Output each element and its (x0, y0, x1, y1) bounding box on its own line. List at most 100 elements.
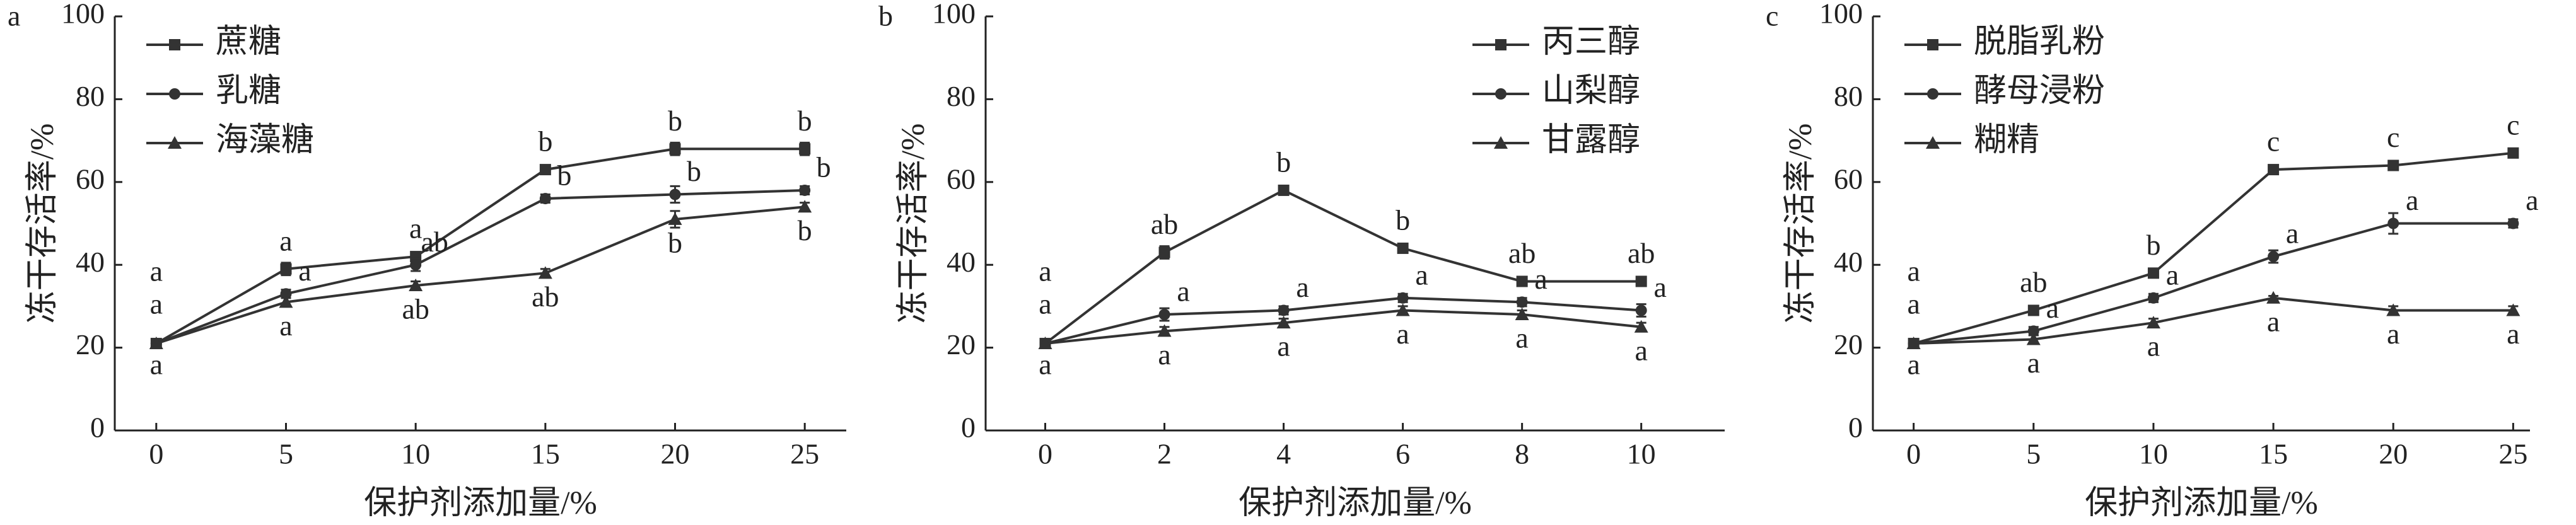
marker (2387, 217, 2399, 229)
significance-letter: ab (1628, 237, 1655, 269)
series-line (1913, 151, 2514, 345)
marker (669, 188, 681, 200)
significance-letter: a (2166, 258, 2179, 291)
significance-letter: a (1039, 255, 1051, 287)
significance-letter: ab (1508, 237, 1536, 269)
y-tick-label: 100 (1819, 0, 1863, 30)
x-tick-label: 0 (1906, 438, 1921, 470)
legend-marker (1926, 136, 1940, 149)
significance-letter: b (557, 159, 571, 192)
marker (1278, 304, 1290, 316)
marker (668, 212, 682, 225)
series-line (155, 147, 805, 345)
y-tick-label: 100 (61, 0, 105, 30)
significance-letter: a (2526, 184, 2538, 216)
panel-label: c (1766, 0, 1778, 32)
y-tick-label: 0 (1848, 412, 1863, 444)
x-tick-label: 20 (2379, 438, 2408, 470)
significance-letter: a (2027, 347, 2040, 379)
marker (2507, 147, 2519, 159)
series-line (1045, 296, 1641, 345)
significance-letter: a (279, 224, 292, 257)
legend-label: 脱脂乳粉 (1974, 24, 2105, 60)
panel-label: b (878, 0, 893, 32)
x-tick-label: 5 (2026, 438, 2041, 470)
marker (799, 184, 811, 196)
series-line (1045, 309, 1641, 345)
y-tick-label: 0 (961, 412, 976, 444)
significance-letter: a (2406, 184, 2418, 216)
marker (2146, 316, 2160, 329)
legend-label: 酵母浸粉 (1974, 73, 2105, 109)
marker (279, 295, 293, 308)
significance-letter: a (1534, 263, 1547, 295)
marker (2027, 325, 2039, 337)
x-tick-label: 15 (531, 438, 560, 470)
marker (2387, 159, 2399, 171)
y-tick-label: 40 (1834, 246, 1863, 278)
significance-letter: a (1158, 338, 1170, 371)
marker (538, 266, 552, 279)
series-line (156, 205, 805, 345)
significance-letter: a (150, 288, 163, 320)
significance-letter: a (1907, 349, 1920, 381)
significance-letter: a (1907, 255, 1920, 287)
significance-letter: ab (1151, 208, 1178, 240)
marker (1157, 324, 1172, 337)
marker (2027, 304, 2039, 316)
x-tick-label: 10 (1627, 438, 1656, 470)
legend-marker (1495, 88, 1507, 100)
significance-letter: a (2046, 292, 2059, 324)
legend-marker (1494, 136, 1508, 149)
significance-letter: a (1907, 288, 1920, 320)
x-axis-label: 保护剂添加量/% (364, 485, 597, 521)
legend-marker (1927, 88, 1938, 100)
series-line (156, 188, 805, 345)
legend-label: 甘露醇 (1542, 122, 1640, 158)
significance-letter: b (668, 105, 682, 137)
legend-label: 蔗糖 (216, 24, 281, 60)
marker (410, 259, 422, 271)
significance-letter: a (279, 309, 292, 342)
marker (1516, 275, 1528, 287)
legend-marker (168, 136, 182, 149)
series-line (1913, 296, 2514, 345)
y-tick-label: 60 (76, 163, 105, 195)
significance-letter: a (1415, 258, 1428, 291)
x-axis-label: 保护剂添加量/% (2085, 485, 2318, 521)
marker (1635, 275, 1647, 287)
x-tick-label: 0 (149, 438, 163, 470)
marker (2386, 303, 2401, 316)
marker (2506, 303, 2521, 316)
marker (799, 143, 811, 155)
significance-letter: a (409, 212, 422, 245)
y-tick-label: 60 (1834, 163, 1863, 195)
significance-letter: a (298, 255, 311, 287)
marker (669, 143, 681, 155)
x-tick-label: 10 (401, 438, 430, 470)
legend-label: 乳糖 (216, 73, 281, 109)
legend-label: 海藻糖 (216, 122, 314, 158)
y-tick-label: 80 (947, 80, 976, 112)
significance-letter: b (1396, 204, 1410, 236)
marker (2147, 292, 2159, 304)
marker (2268, 251, 2280, 263)
significance-letter: a (1635, 334, 1647, 366)
marker (149, 337, 163, 350)
marker (1278, 184, 1290, 196)
y-axis-label: 冻干存活率/% (1783, 124, 1819, 324)
y-tick-label: 100 (932, 0, 976, 30)
significance-letter: a (2507, 318, 2519, 350)
x-tick-label: 0 (1038, 438, 1052, 470)
significance-letter: a (1653, 271, 1666, 303)
significance-letter: a (150, 349, 163, 381)
significance-letter: c (2507, 108, 2519, 141)
y-axis-label: 冻干存活率/% (25, 124, 61, 324)
y-tick-label: 60 (947, 163, 976, 195)
legend-marker (1495, 39, 1507, 50)
marker (1906, 337, 1921, 350)
legend-marker (1927, 39, 1938, 50)
legend-label: 山梨醇 (1542, 73, 1640, 109)
